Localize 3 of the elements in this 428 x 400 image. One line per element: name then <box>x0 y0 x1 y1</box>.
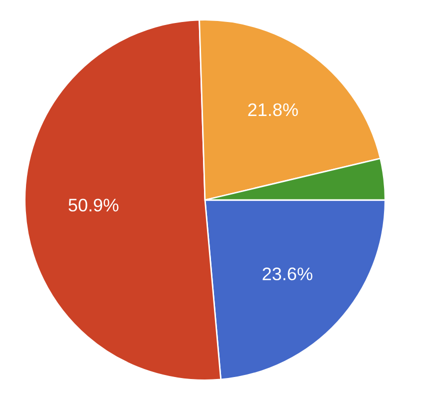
data-label: 21.8% <box>248 103 298 116</box>
data-label: 50.9% <box>68 198 118 212</box>
data-label: 23.6% <box>262 268 312 280</box>
